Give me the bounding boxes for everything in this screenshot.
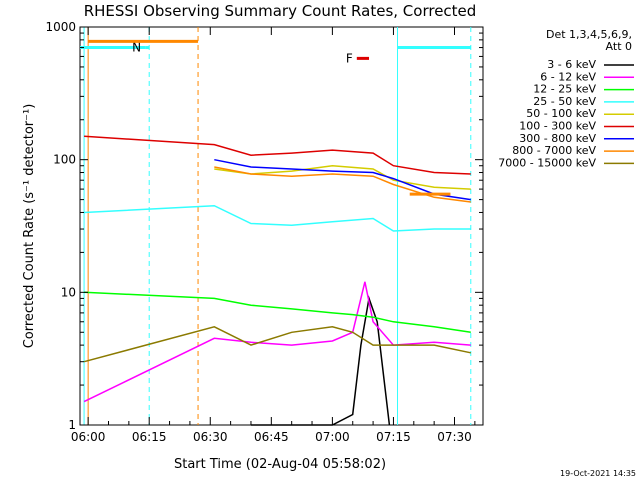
x-tick-label-2: 06:30 bbox=[193, 430, 228, 444]
flag-bar-label-1: N bbox=[132, 41, 141, 55]
legend-header-line2: Att 0 bbox=[606, 40, 632, 53]
x-axis-label: Start Time (02-Aug-04 05:58:02) bbox=[174, 457, 386, 472]
legend-label-0: 3 - 6 keV bbox=[547, 58, 596, 71]
timestamp-stamp: 19-Oct-2021 14:35 bbox=[560, 469, 636, 478]
y-axis-label: Corrected Count Rate (s⁻¹ detector⁻¹) bbox=[22, 104, 37, 349]
series-line-2 bbox=[84, 291, 471, 334]
series-line-5 bbox=[84, 135, 471, 175]
x-tick-label-4: 07:00 bbox=[315, 430, 350, 444]
flag-bars-layer: NF bbox=[80, 39, 471, 196]
plot-frame bbox=[79, 26, 484, 426]
y-tick-label-0: 1 bbox=[68, 418, 76, 432]
legend-label-4: 50 - 100 keV bbox=[526, 107, 596, 120]
series-line-8 bbox=[83, 326, 471, 363]
y-tick-label-1: 10 bbox=[61, 285, 76, 299]
series-layer bbox=[83, 135, 471, 426]
series-line-6 bbox=[214, 158, 471, 201]
vertical-markers-layer bbox=[83, 27, 472, 425]
series-line-1 bbox=[83, 281, 471, 403]
legend-label-6: 300 - 800 keV bbox=[519, 132, 596, 145]
flag-bar-label-4: F bbox=[346, 51, 353, 65]
series-line-0 bbox=[251, 295, 391, 426]
legend-label-1: 6 - 12 keV bbox=[540, 70, 596, 83]
legend-label-7: 800 - 7000 keV bbox=[512, 144, 596, 157]
x-tick-label-1: 06:15 bbox=[132, 430, 167, 444]
legend-label-2: 12 - 25 keV bbox=[533, 83, 596, 96]
x-tick-label-5: 07:15 bbox=[376, 430, 411, 444]
y-tick-label-3: 1000 bbox=[45, 20, 76, 34]
x-tick-label-3: 06:45 bbox=[254, 430, 289, 444]
legend-header-line1: Det 1,3,4,5,6,9, bbox=[546, 28, 632, 41]
legend-label-3: 25 - 50 keV bbox=[533, 95, 596, 108]
chart-title: RHESSI Observing Summary Count Rates, Co… bbox=[84, 2, 477, 20]
axes-layer: 06:00 06:15 06:30 06:45 07:00 07:15 07:30 1 10 10… bbox=[45, 20, 483, 444]
series-line-4 bbox=[214, 164, 471, 190]
series-line-3 bbox=[84, 204, 471, 232]
legend-label-8: 7000 - 15000 keV bbox=[498, 156, 596, 169]
x-tick-label-0: 06:00 bbox=[71, 430, 106, 444]
y-tick-label-2: 100 bbox=[53, 153, 76, 167]
x-tick-label-6: 07:30 bbox=[437, 430, 472, 444]
legend-label-5: 100 - 300 keV bbox=[519, 120, 596, 133]
